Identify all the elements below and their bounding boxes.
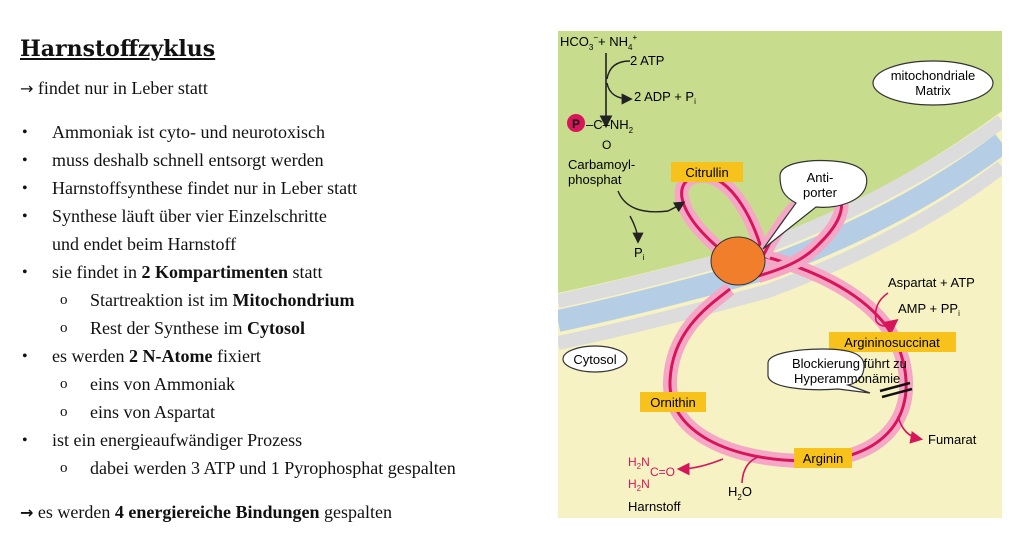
bold-span: 2 N-Atome <box>128 346 213 366</box>
list-item: es werden 2 N-Atome fixiert <box>52 346 261 367</box>
sub-list-item: eins von Aspartat <box>90 402 215 422</box>
block-mark-1 <box>879 381 911 393</box>
bullet-icon: • <box>22 152 28 169</box>
bullet-icon: • <box>22 208 28 225</box>
bold-span: Cytosol <box>246 318 305 338</box>
argininosuccinat-label: Argininosuccinat <box>844 335 940 350</box>
list-item: Harnstoffsynthese findet nur in Leber st… <box>52 178 358 198</box>
text-span: Startreaktion ist im <box>90 290 233 310</box>
list-item: ist ein energieaufwändiger Prozess <box>52 430 303 450</box>
citrullin-box <box>671 162 743 182</box>
argininosuccinat-box <box>829 332 956 352</box>
sub-list-item: dabei werden 3 ATP und 1 Pyrophosphat ge… <box>90 458 456 478</box>
sub-bullet-icon: o <box>60 320 68 336</box>
urea-cycle-diagram: Anti- porter mitochondriale Matrix HCO3−… <box>558 31 1002 518</box>
bullet-icon: • <box>22 180 28 197</box>
bold-span: Mitochondrium <box>232 290 355 310</box>
pi-arrow <box>629 215 644 244</box>
text-span: sie findet in <box>52 262 142 282</box>
block-callout <box>767 348 871 394</box>
urea-carbonyl: C=O <box>650 465 675 479</box>
intro-line: → findet nur in Leber statt <box>20 78 208 99</box>
amp-ppi-label: AMP + PPi <box>898 301 960 318</box>
antiporter-callout <box>762 159 868 250</box>
sub-list-item: eins von Ammoniak <box>90 374 235 394</box>
block-label-1: Blockierung führt zu <box>792 356 907 371</box>
amp-arrow <box>875 319 899 332</box>
text-span: gespalten <box>319 502 393 522</box>
ornithin-box <box>640 392 706 412</box>
list-item: Ammoniak ist cyto- und neurotoxisch <box>52 122 325 142</box>
arginin-label: Arginin <box>803 451 843 466</box>
antiporter-label-2: porter <box>803 185 838 200</box>
arrow-icon: → <box>20 79 34 98</box>
outer-membrane <box>558 161 1002 350</box>
antiporter-protein <box>710 236 766 286</box>
list-item: sie findet in 2 Kompartimenten statt <box>52 262 322 283</box>
carbamoyl-oxygen: O <box>602 138 611 152</box>
conclusion-line: → es werden 4 energiereiche Bindungen ge… <box>20 502 392 523</box>
ornithin-label: Ornithin <box>650 395 696 410</box>
bullet-icon: • <box>22 432 28 449</box>
water-arrow <box>741 456 759 484</box>
bold-span: 2 Kompartimenten <box>141 262 288 282</box>
bullet-icon: • <box>22 124 28 141</box>
arginin-box <box>794 448 852 468</box>
page-title: Harnstoffzyklus <box>20 36 216 62</box>
fumarat-label: Fumarat <box>928 432 977 447</box>
carbamoyl-arrow <box>617 190 686 213</box>
sub-bullet-icon: o <box>60 376 68 392</box>
phosphate-icon <box>567 114 585 132</box>
bullet-icon: • <box>22 348 28 365</box>
text-span: fixiert <box>212 346 261 366</box>
pi-label: Pi <box>634 245 645 262</box>
sub-list-item: Rest der Synthese im Cytosol <box>90 318 305 339</box>
water-label: H2O <box>728 484 752 502</box>
atp-branch <box>606 60 631 80</box>
text-span: statt <box>287 262 323 282</box>
block-label-2: Hyperammonämie <box>794 371 900 386</box>
urea-nh2-bottom: H2N <box>628 477 650 493</box>
adp-label: 2 ADP + Pi <box>634 89 696 106</box>
sub-bullet-icon: o <box>60 460 68 476</box>
matrix-label-bubble <box>872 60 994 106</box>
intro-text: findet nur in Leber statt <box>37 78 208 98</box>
urea-nh2-top: H2N <box>628 455 650 471</box>
matrix-label-1: mitochondriale <box>891 68 976 83</box>
fumarat-arrow <box>897 415 924 444</box>
text-span: es werden <box>52 346 129 366</box>
hco3-label: HCO3−+ NH4+ <box>560 33 637 52</box>
list-item: muss deshalb schnell entsorgt werden <box>52 150 324 170</box>
antiporter-label-1: Anti- <box>807 170 834 185</box>
list-item-continuation: und endet beim Harnstoff <box>52 234 237 254</box>
phosphate-symbol: P <box>572 117 580 131</box>
cytosol-label-bubble <box>562 345 628 373</box>
harnstoff-label: Harnstoff <box>628 499 681 514</box>
text-span: Rest der Synthese im <box>90 318 247 338</box>
aspartat-atp-label: Aspartat + ATP <box>888 275 975 290</box>
text-span: es werden <box>37 502 115 522</box>
urea-arrow <box>676 458 724 476</box>
block-mark-2 <box>881 387 913 399</box>
bold-arrow-icon: → <box>20 503 34 522</box>
matrix-label-2: Matrix <box>915 83 951 98</box>
bullet-icon: • <box>22 264 28 281</box>
aspartat-arrow <box>874 292 889 322</box>
sub-bullet-icon: o <box>60 404 68 420</box>
cytosol-label: Cytosol <box>573 352 616 367</box>
citrullin-label: Citrullin <box>685 165 728 180</box>
sub-bullet-icon: o <box>60 292 68 308</box>
carbamoyl-chem: –C–NH2 <box>586 117 634 135</box>
list-item: Synthese läuft über vier Einzelschritte <box>52 206 327 226</box>
carbamoyl-name-2: phosphat <box>568 172 622 187</box>
carbamoyl-name-1: Carbamoyl- <box>568 157 635 172</box>
atp-label: 2 ATP <box>630 53 664 68</box>
adp-branch <box>606 82 633 105</box>
bold-span: 4 energiereiche Bindungen <box>114 502 320 522</box>
sub-list-item: Startreaktion ist im Mitochondrium <box>90 290 355 311</box>
